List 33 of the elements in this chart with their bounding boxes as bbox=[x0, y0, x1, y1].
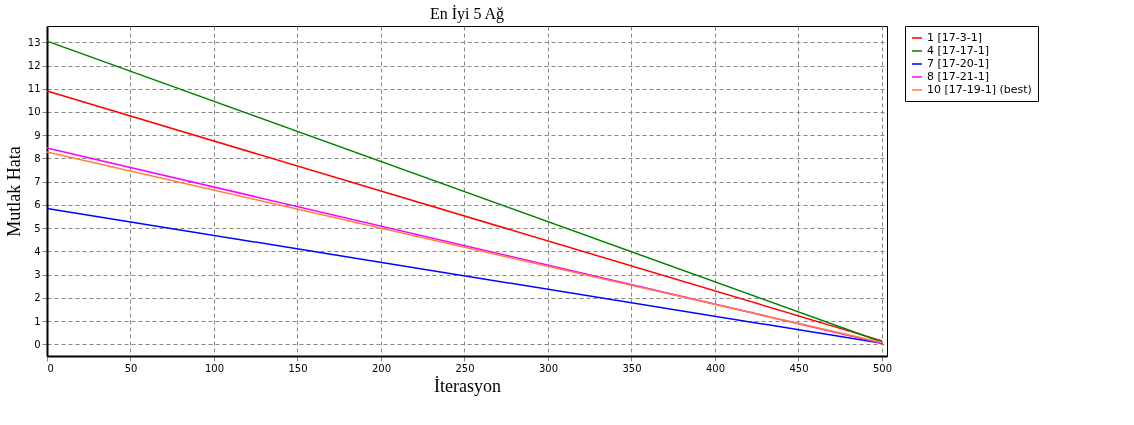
legend-label: 8 [17-21-1] bbox=[927, 70, 990, 83]
chart-title: En İyi 5 Ağ bbox=[429, 4, 505, 23]
y-tick-label: 11 bbox=[27, 83, 41, 95]
x-tick-label: 500 bbox=[872, 362, 893, 374]
x-tick-label: 450 bbox=[789, 362, 809, 374]
y-tick-label: 4 bbox=[34, 245, 41, 257]
x-tick-label: 200 bbox=[371, 362, 392, 374]
y-tick-label: 10 bbox=[27, 106, 41, 118]
legend-label: 1 [17-3-1] bbox=[927, 31, 983, 44]
x-tick-label: 400 bbox=[705, 362, 726, 374]
y-tick-label: 12 bbox=[27, 60, 41, 72]
legend-label: 7 [17-20-1] bbox=[927, 57, 990, 70]
y-tick-label: 0 bbox=[34, 338, 41, 350]
y-tick-label: 6 bbox=[34, 199, 41, 211]
y-tick-label: 5 bbox=[34, 222, 41, 234]
y-tick-label: 7 bbox=[34, 176, 41, 188]
legend-label: 4 [17-17-1] bbox=[927, 44, 990, 57]
x-tick-label: 100 bbox=[204, 362, 225, 374]
x-tick-label: 350 bbox=[622, 362, 642, 374]
y-tick-label: 3 bbox=[34, 269, 41, 281]
y-tick-label: 9 bbox=[34, 129, 41, 141]
y-axis-title: Mutlak Hata bbox=[3, 146, 24, 237]
x-tick-label: 250 bbox=[455, 362, 475, 374]
legend-label: 10 [17-19-1] (best) bbox=[927, 83, 1032, 96]
x-tick-label: 50 bbox=[124, 362, 138, 374]
x-tick-label: 0 bbox=[47, 362, 54, 374]
x-axis-title: İterasyon bbox=[434, 375, 501, 396]
y-tick-label: 1 bbox=[34, 315, 41, 327]
x-tick-label: 300 bbox=[538, 362, 559, 374]
x-tick-label: 150 bbox=[288, 362, 308, 374]
y-tick-label: 8 bbox=[34, 152, 41, 164]
y-tick-label: 2 bbox=[34, 292, 41, 304]
y-tick-label: 13 bbox=[27, 36, 41, 48]
